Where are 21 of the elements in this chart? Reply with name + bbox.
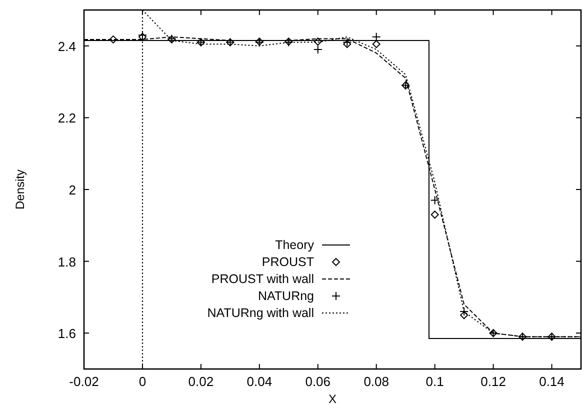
legend-label: NATURng with wall <box>207 306 314 320</box>
y-tick-label: 1.6 <box>58 326 76 342</box>
legend-label: Theory <box>275 238 315 252</box>
x-axis-title: X <box>328 392 337 405</box>
legend-label: PROUST <box>262 255 314 269</box>
y-tick-label: 1.8 <box>58 254 76 270</box>
y-tick-label: 2 <box>68 182 76 198</box>
legend-label: PROUST with wall <box>211 272 314 286</box>
x-tick-label: -0.02 <box>69 374 99 389</box>
x-tick-label: 0.06 <box>305 374 331 389</box>
x-tick-label: 0.12 <box>480 374 506 389</box>
y-tick-label: 2.2 <box>58 110 76 126</box>
x-tick-label: 0.04 <box>246 374 272 389</box>
x-tick-label: 0.1 <box>426 374 444 389</box>
x-tick-label: 0.08 <box>364 374 390 389</box>
legend-label: NATURng <box>258 289 314 303</box>
x-tick-label: 0.02 <box>188 374 214 389</box>
y-tick-label: 2.4 <box>58 38 76 54</box>
x-tick-label: 0 <box>138 374 146 389</box>
y-axis-title: Density <box>13 169 27 210</box>
x-tick-label: 0.14 <box>539 374 564 389</box>
